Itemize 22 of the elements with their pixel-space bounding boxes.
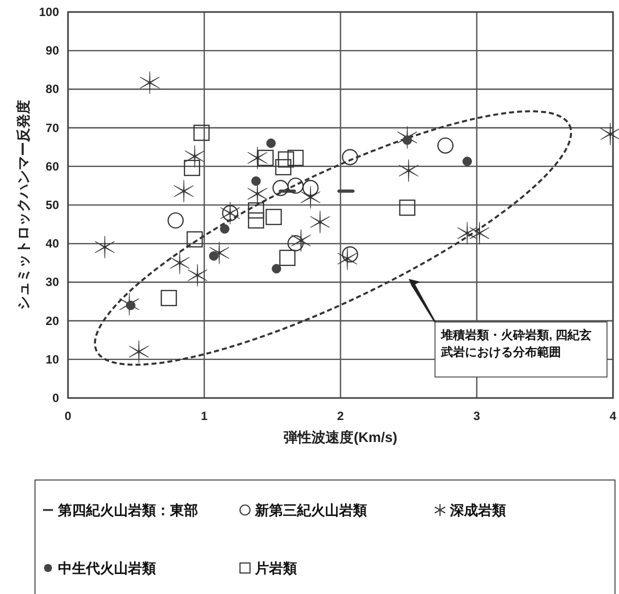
x-tick-label: 2 (337, 409, 344, 423)
x-tick-label: 0 (64, 409, 72, 423)
annotation: 堆積岩類・火砕岩類, 四紀玄武岩における分布範囲 (440, 328, 592, 359)
y-tick-label: 50 (46, 198, 60, 212)
annotation: 堆積岩類・火砕岩類, 四紀玄武岩における分布範囲 (434, 322, 608, 378)
y-tick-label: 10 (46, 352, 60, 366)
legend-label: 片岩類 (254, 560, 297, 576)
y-tick-label: 30 (46, 275, 60, 290)
y-tick-label: 100 (38, 5, 60, 19)
y-tick-label: 90 (46, 44, 60, 58)
y-axis-title: シュミットロックハンマー反発度 (15, 100, 31, 310)
y-tick-label: 70 (46, 120, 60, 135)
y-tick-label: 80 (46, 82, 60, 96)
x-tick-label: 3 (473, 409, 480, 423)
y-tick-label: 40 (46, 236, 60, 251)
x-axis-title: 弾性波速度(Km/s) (284, 429, 398, 445)
legend-label: 深成岩類 (449, 502, 506, 518)
x-tick-label: 1 (200, 409, 208, 423)
y-tick-label: 60 (46, 159, 60, 174)
y-tick-label: 20 (46, 314, 60, 328)
y-tick-label: 0 (52, 391, 60, 405)
x-tick-label: 4 (610, 409, 617, 423)
